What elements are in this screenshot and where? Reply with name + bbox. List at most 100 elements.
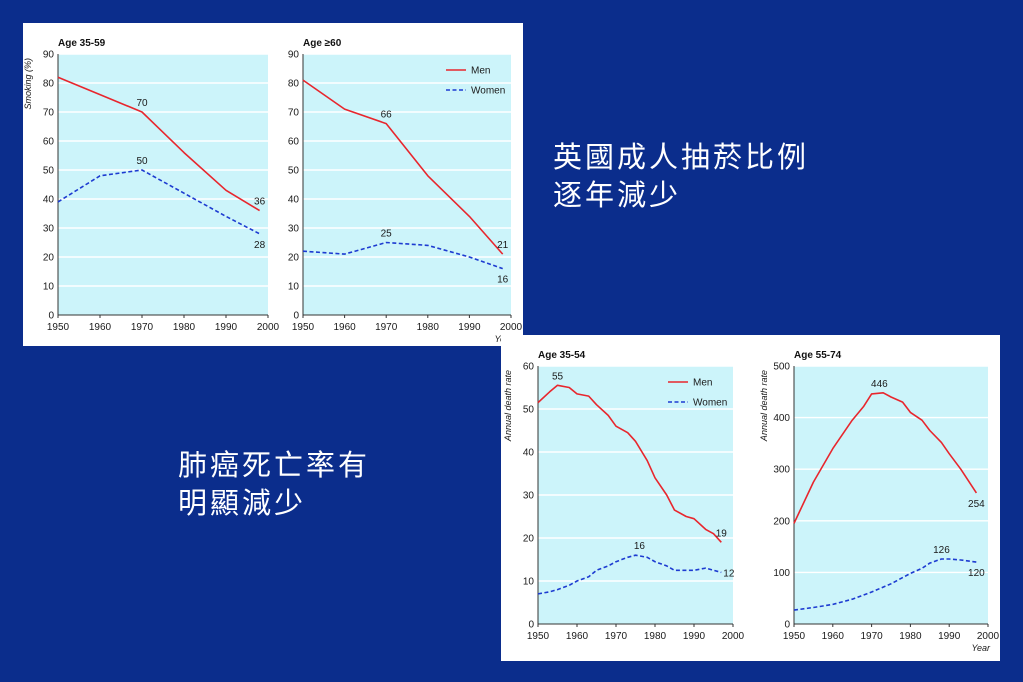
y-tick-label: 80 — [43, 79, 55, 90]
x-tick-label: 2000 — [500, 322, 523, 333]
x-tick-label: 1960 — [566, 631, 589, 642]
series-line-women — [57, 169, 260, 235]
data-label: 126 — [933, 545, 950, 556]
y-tick-label: 60 — [523, 362, 535, 373]
x-tick-label: 1960 — [89, 322, 112, 333]
y-tick-label: 0 — [528, 620, 534, 631]
y-axis-label: Annual death rate — [503, 370, 513, 442]
chart-title: Age 55-74 — [794, 350, 842, 361]
y-tick-label: 300 — [773, 465, 790, 476]
chart-title: Age 35-54 — [538, 350, 586, 361]
y-tick-label: 40 — [523, 448, 535, 459]
y-tick-label: 100 — [773, 568, 790, 579]
y-tick-label: 50 — [43, 166, 55, 177]
data-label: 120 — [968, 568, 985, 579]
x-tick-label: 1990 — [683, 631, 706, 642]
data-label: 21 — [497, 240, 509, 251]
legend-label-women: Women — [693, 398, 727, 409]
y-axis-label: Annual death rate — [759, 370, 769, 442]
y-tick-label: 40 — [288, 195, 300, 206]
chart-1: 0 10 20 30 40 50 60 70 80 90 1950 1960 1970 1980 1990 2… — [288, 38, 523, 344]
y-tick-label: 30 — [523, 491, 535, 502]
y-tick-label: 20 — [523, 534, 535, 545]
data-label: 25 — [381, 229, 393, 240]
legend-label-men: Men — [693, 378, 712, 389]
data-label: 36 — [254, 197, 266, 208]
series-line-men — [302, 79, 504, 255]
y-tick-label: 10 — [43, 282, 55, 293]
plot-background — [303, 54, 511, 315]
data-label: 16 — [497, 275, 509, 286]
y-tick-label: 70 — [288, 108, 300, 119]
y-tick-label: 40 — [43, 195, 55, 206]
x-tick-label: 1990 — [215, 322, 238, 333]
smoking-chart-panel: 0 10 20 30 40 50 60 70 80 90 1950 1960 1970 1980 1990 2… — [23, 23, 523, 346]
data-label: 446 — [871, 379, 888, 390]
data-label: 254 — [968, 499, 985, 510]
x-tick-label: 1980 — [417, 322, 440, 333]
legend-label-men: Men — [471, 66, 490, 77]
data-label: 66 — [381, 110, 393, 121]
smoking-caption-line-2: 逐年減少 — [553, 178, 682, 212]
x-axis-label: Year — [971, 643, 991, 653]
y-tick-label: 20 — [43, 253, 55, 264]
y-tick-label: 0 — [48, 311, 54, 322]
y-tick-label: 90 — [43, 50, 55, 61]
x-tick-label: 1980 — [644, 631, 667, 642]
y-tick-label: 50 — [523, 405, 535, 416]
data-label: 28 — [254, 240, 266, 251]
smoking-charts-svg: 0 10 20 30 40 50 60 70 80 90 1950 1960 1970 1980 1990 2… — [23, 38, 523, 344]
series-line-women — [537, 554, 722, 595]
y-tick-label: 200 — [773, 516, 790, 527]
y-tick-label: 10 — [288, 282, 300, 293]
x-tick-label: 1970 — [375, 322, 398, 333]
x-tick-label: 2000 — [977, 631, 1000, 642]
y-tick-label: 0 — [784, 620, 790, 631]
y-tick-label: 0 — [293, 311, 299, 322]
series-line-women — [793, 558, 977, 611]
death-caption-line-1: 肺癌死亡率有 — [178, 448, 371, 482]
y-tick-label: 60 — [288, 137, 300, 148]
y-tick-label: 500 — [773, 362, 790, 373]
y-axis-label: Smoking (%) — [23, 58, 33, 110]
x-tick-label: 1950 — [527, 631, 550, 642]
series-line-men — [57, 76, 261, 212]
plot-background — [794, 366, 988, 624]
data-label: 50 — [136, 156, 148, 167]
y-tick-label: 90 — [288, 50, 300, 61]
x-tick-label: 1950 — [292, 322, 315, 333]
smoking-caption: 英國成人抽菸比例 逐年減少 — [553, 138, 809, 214]
x-tick-label: 1980 — [173, 322, 196, 333]
y-tick-label: 30 — [43, 224, 55, 235]
x-tick-label: 1960 — [822, 631, 845, 642]
x-tick-label: 1980 — [899, 631, 922, 642]
x-tick-label: 1970 — [131, 322, 154, 333]
x-tick-label: 1990 — [458, 322, 481, 333]
data-label: 55 — [552, 371, 564, 382]
smoking-caption-line-1: 英國成人抽菸比例 — [553, 140, 810, 174]
death-caption-line-2: 明顯減少 — [178, 486, 307, 520]
y-tick-label: 20 — [288, 253, 300, 264]
data-label: 16 — [634, 541, 646, 552]
chart-3: 0 100 200 300 400 500 1950 1960 1970 1980 1990 2000… — [759, 350, 1000, 653]
y-tick-label: 80 — [288, 79, 300, 90]
death-caption: 肺癌死亡率有 明顯減少 — [178, 446, 370, 522]
x-tick-label: 1990 — [938, 631, 961, 642]
death-rate-chart-panel: 0 10 20 30 40 50 60 1950 1960 1970 1980 1990 2000 Age… — [501, 335, 1000, 661]
data-label: 19 — [716, 528, 728, 539]
series-line-men — [537, 384, 722, 543]
chart-0: 0 10 20 30 40 50 60 70 80 90 1950 1960 1970 1980 1990 2… — [23, 38, 280, 333]
x-tick-label: 1970 — [860, 631, 883, 642]
x-tick-label: 2000 — [722, 631, 745, 642]
y-tick-label: 70 — [43, 108, 55, 119]
series-line-men — [793, 391, 978, 524]
plot-background — [58, 54, 268, 315]
x-tick-label: 1970 — [605, 631, 628, 642]
chart-2: 0 10 20 30 40 50 60 1950 1960 1970 1980 1990 2000 Age… — [503, 350, 745, 642]
data-label: 12 — [723, 568, 735, 579]
y-tick-label: 60 — [43, 137, 55, 148]
data-label: 70 — [136, 98, 148, 109]
chart-title: Age ≥60 — [303, 38, 342, 49]
y-tick-label: 50 — [288, 166, 300, 177]
